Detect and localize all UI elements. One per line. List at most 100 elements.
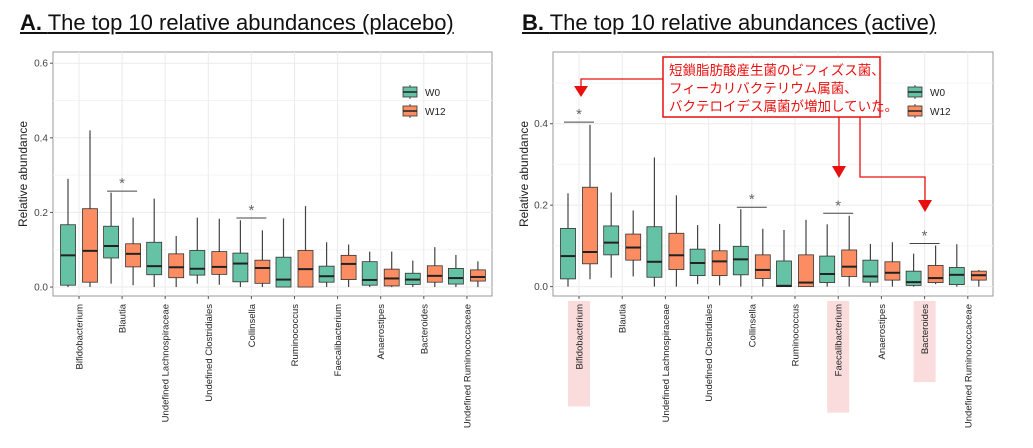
x-tick-label: Collinsella xyxy=(247,303,258,347)
box-w0 xyxy=(948,244,965,287)
significance-star: * xyxy=(248,202,254,219)
legend-label: W0 xyxy=(425,88,440,99)
box xyxy=(798,254,814,288)
legend-label: W12 xyxy=(425,107,446,118)
x-tick-label: Bifidobacterium xyxy=(75,304,86,370)
panel-a-title: A. The top 10 relative abundances (place… xyxy=(20,10,454,36)
box-w12 xyxy=(841,215,858,287)
x-tick-label: Undefined Clostridiales xyxy=(704,304,715,402)
panel-b-title: B. The top 10 relative abundances (activ… xyxy=(522,10,936,36)
x-tick-label: Ruminococcus xyxy=(290,304,301,367)
box xyxy=(211,251,228,275)
box-w0 xyxy=(275,218,292,288)
box-w12 xyxy=(884,242,901,287)
y-tick-label: 0.2 xyxy=(534,201,548,212)
box-w0 xyxy=(60,178,76,288)
box xyxy=(646,226,663,278)
x-tick-label: Bacteroides xyxy=(419,304,430,354)
box-w12 xyxy=(625,210,642,277)
box xyxy=(841,249,858,277)
panel-a-title-text: The top 10 relative abundances (placebo) xyxy=(47,10,454,35)
panel-a-label: A. xyxy=(20,10,42,35)
y-axis-label: Relative abundance xyxy=(517,121,531,227)
arrow-line-bacteroides xyxy=(859,117,926,200)
x-tick-label: Undefined Ruminococcaceae xyxy=(963,304,974,428)
box xyxy=(560,227,576,280)
panel-b-label: B. xyxy=(522,10,544,35)
box-w12 xyxy=(168,235,185,288)
box xyxy=(232,252,249,283)
box xyxy=(862,259,879,283)
box xyxy=(254,259,271,284)
box xyxy=(776,260,792,288)
callout-box xyxy=(662,56,881,118)
legend-label: W12 xyxy=(930,107,951,118)
label-highlight xyxy=(568,301,590,407)
box xyxy=(426,265,443,283)
y-tick-label: 0.2 xyxy=(34,208,48,219)
box-w0 xyxy=(819,224,836,287)
y-tick-label: 0.4 xyxy=(534,119,548,130)
box-w12 xyxy=(711,223,728,286)
box-w0 xyxy=(103,192,119,284)
significance-star: * xyxy=(576,106,582,123)
box xyxy=(469,269,486,282)
box-w0 xyxy=(146,198,163,288)
y-axis-label: Relative abundance xyxy=(16,121,30,227)
box xyxy=(318,265,335,283)
box-w12 xyxy=(754,228,771,287)
box xyxy=(819,255,836,283)
box xyxy=(905,270,922,286)
box xyxy=(884,261,901,281)
box-w12 xyxy=(798,219,814,288)
arrow-head-icon xyxy=(918,200,932,212)
box-w0 xyxy=(404,260,421,288)
significance-star: * xyxy=(749,191,755,208)
x-tick-label: Undefined Ruminococcaceae xyxy=(462,304,473,428)
box-w12 xyxy=(211,218,228,285)
y-tick-label: 0.4 xyxy=(34,133,48,144)
arrow-head-icon xyxy=(832,166,846,178)
box-w12 xyxy=(927,245,944,285)
box xyxy=(275,256,292,288)
significance-star: * xyxy=(835,197,841,214)
legend-label: W0 xyxy=(930,88,945,99)
x-tick-label: Faecalibacterium xyxy=(333,304,344,376)
y-tick-label: 0.6 xyxy=(34,59,48,70)
x-tick-label: Bacteroides xyxy=(920,304,931,354)
callout-line: フィーカリバクテリウム属菌、 xyxy=(669,81,858,96)
box xyxy=(340,254,357,280)
x-tick-label: Ruminococcus xyxy=(791,304,802,367)
box-w0 xyxy=(776,230,792,288)
box-w12 xyxy=(254,230,271,288)
box-w0 xyxy=(232,220,249,288)
box-w12 xyxy=(125,217,141,286)
x-tick-label: Anaerostipes xyxy=(877,304,888,360)
box-w0 xyxy=(361,251,378,288)
box-w12 xyxy=(383,251,400,288)
box-w12 xyxy=(426,247,443,288)
y-tick-label: 0.0 xyxy=(534,282,548,293)
x-tick-label: Bifidobacterium xyxy=(575,304,586,370)
x-tick-label: Blautia xyxy=(118,303,129,333)
box xyxy=(754,254,771,279)
box xyxy=(189,250,206,276)
significance-star: * xyxy=(119,175,125,192)
x-tick-label: Faecalibacterium xyxy=(834,304,845,376)
x-tick-label: Collinsella xyxy=(747,303,758,347)
box-w12 xyxy=(668,195,685,287)
box-w12 xyxy=(297,206,314,288)
box xyxy=(603,225,620,256)
y-tick-label: 0.0 xyxy=(34,283,48,294)
box-w0 xyxy=(905,253,922,287)
box-w12 xyxy=(469,261,486,288)
box-w0 xyxy=(318,242,335,288)
arrow-head-icon xyxy=(574,86,588,97)
box-w0 xyxy=(689,225,706,285)
box xyxy=(103,225,119,259)
callout-line: バクテロイデス属菌が増加していた。 xyxy=(669,98,898,114)
x-tick-label: Undefined Lachnospiraceae xyxy=(161,304,172,422)
callout: 短鎖脂肪酸産生菌のビフィズス菌、フィーカリバクテリウム属菌、バクテロイデス属菌が… xyxy=(574,56,932,212)
